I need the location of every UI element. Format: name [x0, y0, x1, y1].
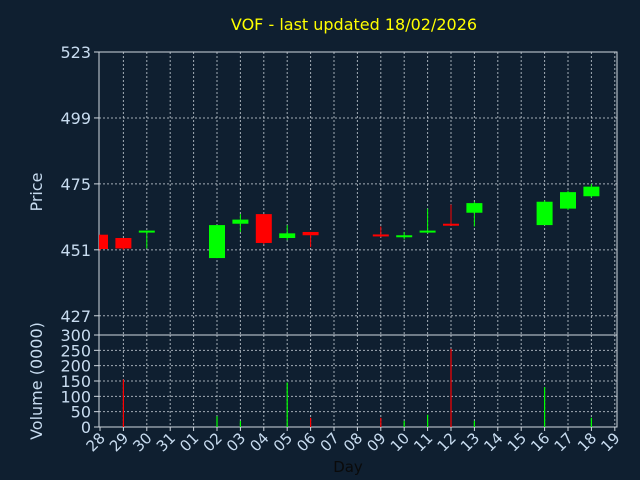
- candle-body: [232, 219, 249, 224]
- candles: [99, 183, 600, 259]
- candle: [279, 225, 296, 241]
- candle-body: [536, 201, 553, 226]
- volume-y-tick-label: 0: [81, 418, 91, 437]
- price-y-tick-label: 427: [60, 307, 91, 326]
- price-plot-frame: [98, 51, 618, 336]
- candle-body: [560, 192, 576, 209]
- candle-body: [255, 214, 272, 243]
- candle-body: [302, 231, 319, 236]
- x-tick-label: 17: [551, 429, 577, 455]
- x-tick-label: 13: [457, 429, 483, 455]
- chart-title: VOF - last updated 18/02/2026: [231, 15, 477, 34]
- candle: [302, 231, 319, 248]
- candle: [138, 230, 155, 249]
- volume-y-tick-label: 250: [60, 341, 91, 360]
- candle-body: [115, 238, 132, 249]
- volume-y-tick-label: 150: [60, 372, 91, 391]
- price-y-tick-label: 451: [60, 241, 91, 260]
- x-axis: 2829303101020304050607080910111213141516…: [83, 427, 624, 455]
- candle: [536, 200, 553, 226]
- x-tick-label: 14: [480, 429, 506, 455]
- day-axis-label: Day: [333, 458, 363, 476]
- candle: [583, 183, 600, 198]
- x-tick-label: 07: [317, 429, 343, 455]
- candle-body: [583, 186, 600, 197]
- candle: [232, 214, 249, 232]
- price-y-tick-label: 499: [60, 109, 91, 128]
- candle: [255, 214, 272, 245]
- x-tick-label: 04: [246, 429, 272, 455]
- x-tick-label: 09: [363, 429, 389, 455]
- x-tick-label: 03: [223, 429, 249, 455]
- x-tick-label: 15: [504, 429, 530, 455]
- x-tick-label: 05: [270, 429, 296, 455]
- volume-axis-label: Volume (0000): [27, 322, 46, 440]
- volume-y-tick-label: 300: [60, 326, 91, 345]
- candle: [443, 204, 459, 226]
- candle: [560, 190, 576, 210]
- volume-y-tick-label: 100: [60, 387, 91, 406]
- candle: [466, 201, 483, 227]
- candle-body: [419, 230, 436, 233]
- candle: [99, 234, 108, 251]
- x-tick-label: 30: [129, 429, 155, 455]
- candle-body: [99, 234, 108, 250]
- x-tick-label: 06: [293, 429, 319, 455]
- candle: [419, 208, 436, 234]
- x-tick-label: 31: [153, 429, 179, 455]
- x-tick-label: 02: [200, 429, 226, 455]
- candle-body: [372, 234, 389, 237]
- x-tick-label: 29: [106, 429, 132, 455]
- candle: [396, 231, 413, 240]
- candle-body: [443, 223, 459, 226]
- candle: [209, 225, 225, 259]
- volume-y-tick-label: 200: [60, 357, 91, 376]
- x-tick-label: 12: [434, 429, 460, 455]
- price-panel: 523 499 475 451 427: [60, 43, 618, 336]
- candle-body: [138, 230, 155, 233]
- candle-body: [209, 225, 225, 259]
- candle: [372, 226, 389, 238]
- price-y-tick-label: 475: [60, 175, 91, 194]
- volume-y-tick-label: 50: [71, 403, 91, 422]
- price-y-tick-label: 523: [60, 43, 91, 62]
- candle-body: [279, 233, 296, 239]
- x-tick-label: 08: [340, 429, 366, 455]
- price-axis-label: Price: [27, 172, 46, 211]
- x-tick-label: 10: [387, 429, 413, 455]
- x-tick-label: 19: [597, 429, 623, 455]
- x-tick-label: 16: [527, 429, 553, 455]
- candle-body: [396, 235, 413, 238]
- x-tick-label: 01: [176, 429, 202, 455]
- candle: [115, 238, 132, 250]
- x-tick-label: 18: [574, 429, 600, 455]
- x-tick-label: 11: [410, 429, 436, 455]
- candle-body: [466, 203, 483, 213]
